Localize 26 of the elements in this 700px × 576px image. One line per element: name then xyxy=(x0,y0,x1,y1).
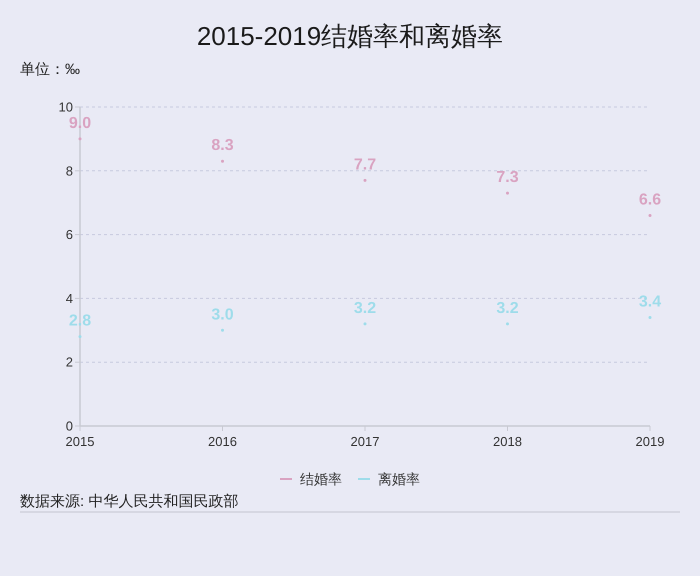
value-label: 3.4 xyxy=(638,294,662,311)
annotation: 数据来源: 中华人民共和国民政部 xyxy=(20,493,238,510)
value-label: 7.3 xyxy=(496,169,519,186)
legend-label: 结婚率 xyxy=(300,471,342,487)
xtick: 2018 xyxy=(493,434,522,449)
ytick: 8 xyxy=(66,163,73,178)
value-label: 3.2 xyxy=(354,300,376,317)
value-label: 6.6 xyxy=(638,191,662,208)
ytick: 4 xyxy=(66,290,73,306)
title: 2015-2019结婚率和离婚率 xyxy=(196,21,504,51)
value-label: 9.0 xyxy=(68,114,92,132)
ytick: 2 xyxy=(66,354,73,370)
ytick: 6 xyxy=(66,227,73,242)
value-label: 7.7 xyxy=(354,156,376,174)
value-label: 3.2 xyxy=(496,300,519,317)
xtick: 2019 xyxy=(636,434,664,449)
xtick: 2016 xyxy=(208,434,237,449)
value-label: 2.8 xyxy=(68,312,92,330)
legend-label: 离婚率 xyxy=(378,471,420,487)
ylabel: 单位：‰ xyxy=(20,61,80,78)
ytick: 0 xyxy=(66,418,73,434)
value-label: 8.3 xyxy=(211,137,234,154)
xtick: 2015 xyxy=(66,434,94,449)
value-label: 3.0 xyxy=(211,306,234,324)
ytick: 10 xyxy=(58,100,73,114)
xtick: 2017 xyxy=(350,434,380,449)
